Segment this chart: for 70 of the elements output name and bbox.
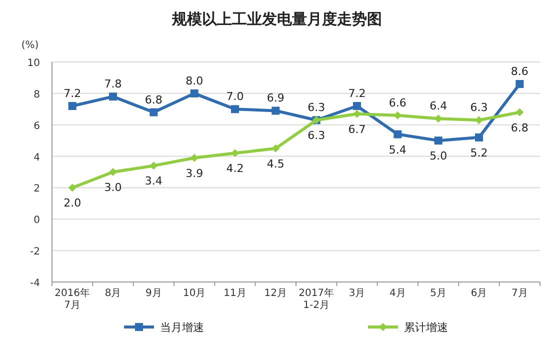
- point: [353, 102, 361, 110]
- point: [434, 114, 442, 123]
- point: [394, 130, 402, 138]
- point: [353, 110, 361, 118]
- data-label: 7.2: [348, 87, 366, 100]
- x-tick-label: 9月: [145, 288, 162, 299]
- data-label: 6.9: [266, 92, 284, 105]
- point: [109, 168, 117, 176]
- point: [231, 149, 239, 158]
- y-tick-label: 8: [34, 89, 40, 100]
- data-label: 7.8: [104, 78, 122, 91]
- point: [272, 144, 280, 152]
- point: [190, 89, 198, 98]
- x-tick-label: 11月: [224, 288, 246, 299]
- chart-title: 规模以上工业发电量月度走势图: [171, 10, 382, 28]
- point: [516, 108, 524, 116]
- y-tick-label: 0: [34, 215, 40, 226]
- data-label: 8.0: [186, 74, 204, 88]
- point: [231, 105, 239, 114]
- point: [150, 162, 158, 170]
- y-tick-label: 2: [34, 184, 40, 195]
- point: [272, 106, 280, 115]
- data-label: 5.0: [430, 150, 448, 163]
- data-label: 6.8: [144, 93, 162, 106]
- point: [516, 80, 524, 88]
- data-label: 6.8: [510, 121, 528, 134]
- x-tick-label: 6月: [470, 288, 488, 299]
- y-axis-title: (%): [21, 40, 39, 51]
- point: [109, 92, 117, 101]
- data-label: 6.3: [308, 101, 326, 114]
- point: [68, 102, 76, 110]
- data-label: 3.9: [186, 166, 204, 180]
- point: [394, 111, 402, 120]
- data-label: 7.2: [64, 87, 82, 100]
- data-label: 2.0: [64, 196, 82, 210]
- x-tick-label: 10月: [182, 288, 206, 299]
- data-label: 6.6: [388, 96, 406, 110]
- x-tick-label: 7月: [511, 288, 528, 299]
- point: [150, 108, 158, 116]
- y-tick-label: 4: [34, 152, 40, 164]
- data-label: 4.2: [226, 162, 244, 176]
- legend-label: 累计增速: [404, 321, 448, 334]
- data-label: 6.3: [308, 129, 326, 142]
- point: [434, 136, 442, 145]
- data-label: 6.4: [430, 100, 448, 113]
- x-tick-label: 8月: [104, 288, 122, 299]
- x-tick-label: 2017年 1-2月: [298, 287, 334, 311]
- point: [475, 133, 483, 142]
- y-tick-label: -2: [30, 246, 40, 258]
- y-tick-label: 6: [34, 120, 40, 132]
- x-tick-label: 3月: [348, 288, 366, 299]
- data-label: 3.0: [104, 181, 122, 194]
- data-label: 6.3: [470, 101, 488, 114]
- x-tick-label: 4月: [389, 288, 406, 299]
- data-label: 6.7: [348, 122, 366, 136]
- y-tick-label: -4: [30, 278, 40, 289]
- y-tick-label: 10: [27, 58, 40, 69]
- point: [68, 184, 76, 192]
- data-label: 7.0: [226, 90, 244, 104]
- data-label: 4.5: [266, 157, 284, 170]
- data-label: 5.4: [388, 143, 406, 156]
- data-label: 5.2: [470, 146, 488, 160]
- point: [190, 154, 198, 162]
- point: [475, 116, 483, 124]
- data-label: 3.4: [144, 174, 162, 188]
- x-tick-label: 12月: [264, 288, 288, 299]
- legend-label: 当月增速: [160, 321, 204, 334]
- x-tick-label: 2016年 7月: [54, 287, 90, 311]
- data-label: 8.6: [510, 65, 528, 78]
- x-tick-label: 5月: [430, 288, 447, 299]
